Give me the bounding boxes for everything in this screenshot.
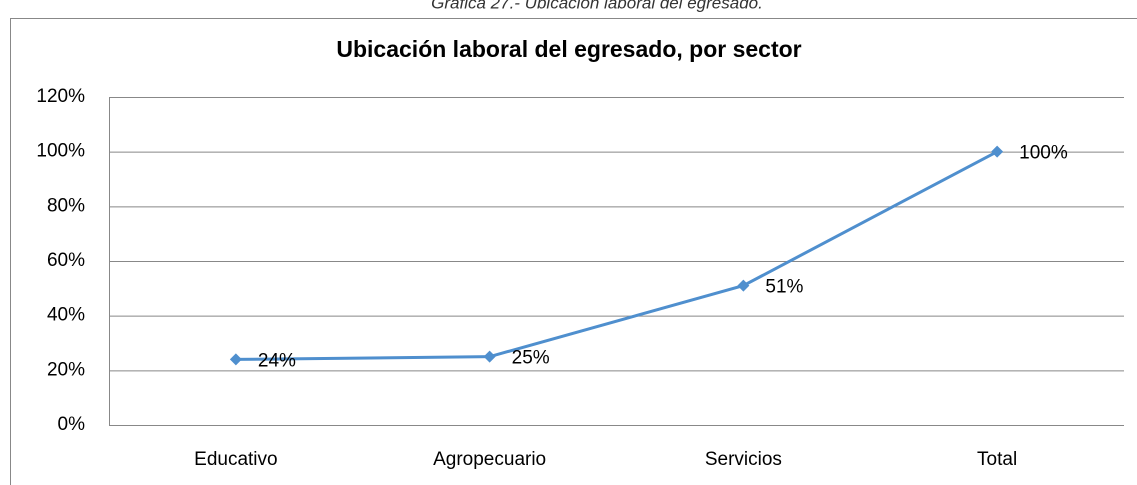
chart-caption: Gráfica 27.- Ubicación laboral del egres… xyxy=(431,0,763,12)
y-tick-label: 60% xyxy=(47,250,85,271)
data-label: 51% xyxy=(765,277,803,298)
chart-title: Ubicación laboral del egresado, por sect… xyxy=(336,36,801,62)
y-tick-label: 20% xyxy=(47,359,85,380)
marker xyxy=(229,353,242,366)
y-tick-label: 40% xyxy=(47,305,85,326)
data-label: 24% xyxy=(258,350,296,371)
chart-frame xyxy=(10,18,1137,485)
x-tick-label: Total xyxy=(977,449,1017,470)
marker xyxy=(737,279,750,292)
marker xyxy=(483,350,496,363)
y-tick-label: 80% xyxy=(47,195,85,216)
x-tick-label: Servicios xyxy=(705,449,782,470)
data-label: 100% xyxy=(1019,143,1068,164)
series-line xyxy=(235,150,998,361)
marker xyxy=(991,145,1004,158)
x-tick-label: Agropecuario xyxy=(433,449,546,470)
y-tick-label: 120% xyxy=(36,86,85,107)
y-tick-label: 100% xyxy=(36,141,85,162)
y-tick-label: 0% xyxy=(58,414,86,435)
x-tick-label: Educativo xyxy=(194,449,277,470)
data-label: 25% xyxy=(512,348,550,369)
